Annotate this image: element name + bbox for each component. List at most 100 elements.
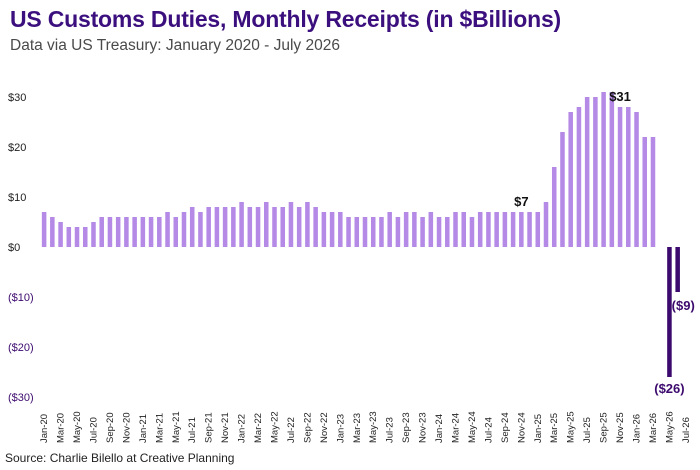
bar-aug-21 — [198, 212, 203, 247]
x-tick-label: Jan-22 — [237, 414, 248, 443]
bar-jan-24 — [436, 217, 442, 247]
x-tick-label: May-23 — [368, 411, 379, 443]
bar-feb-23 — [346, 217, 351, 247]
bar-oct-22 — [313, 207, 318, 247]
y-tick-label: ($30) — [8, 392, 34, 404]
x-tick-label: Mar-26 — [648, 413, 659, 443]
bar-jul-25 — [584, 97, 590, 247]
x-tick-label: Sep-20 — [105, 412, 116, 443]
bar-jul-24 — [486, 212, 491, 247]
x-tick-label: Jul-23 — [385, 417, 396, 443]
x-axis: Jan-20 Mar-20 May-20 Jul-20 Sep-20 Nov-20 Jan-… — [39, 411, 692, 443]
bar-aug-22 — [296, 207, 302, 247]
bar-sep-21 — [206, 207, 211, 247]
bar-apr-25 — [560, 132, 565, 247]
bar-apr-23 — [362, 217, 368, 247]
x-tick-label: Jul-22 — [286, 417, 297, 443]
x-tick-label: Jul-21 — [187, 417, 198, 443]
bar-sep-20 — [107, 217, 113, 247]
x-tick-label: Sep-25 — [599, 412, 610, 443]
bar-jun-23 — [379, 217, 384, 247]
bar-sep-24 — [502, 212, 508, 247]
data-label: ($26) — [654, 381, 684, 396]
bar-aug-23 — [395, 217, 401, 247]
bar-dec-21 — [231, 207, 236, 247]
bar-jan-23 — [338, 212, 343, 247]
y-tick-label: ($10) — [8, 292, 34, 304]
bar-aug-24 — [494, 212, 499, 247]
bar-apr-21 — [165, 212, 170, 247]
x-tick-label: Mar-24 — [451, 413, 462, 443]
bar-nov-25 — [617, 107, 623, 247]
x-tick-label: Nov-22 — [319, 412, 330, 443]
bar-feb-26 — [642, 137, 648, 247]
chart-subtitle: Data via US Treasury: January 2020 - Jul… — [10, 37, 340, 54]
chart-title: US Customs Duties, Monthly Receipts (in … — [10, 6, 562, 32]
bar-feb-24 — [445, 217, 450, 247]
bar-jun-22 — [280, 207, 285, 247]
bar-jan-26 — [634, 112, 639, 247]
bar-jun-25 — [576, 107, 582, 247]
data-label: $7 — [514, 194, 528, 209]
bar-apr-24 — [461, 212, 466, 247]
x-tick-label: Jul-26 — [681, 417, 692, 443]
bars — [41, 92, 680, 377]
bar-mar-26 — [650, 137, 656, 247]
y-axis: $30 $20 $10 $0 ($10) ($20) ($30) — [8, 92, 34, 404]
bar-dec-22 — [329, 212, 335, 247]
bar-may-24 — [469, 217, 475, 247]
bar-aug-20 — [99, 217, 104, 247]
bar-apr-22 — [264, 202, 269, 247]
bar-nov-20 — [124, 217, 129, 247]
bar-jun-21 — [181, 212, 187, 247]
bar-nov-21 — [222, 207, 228, 247]
x-tick-label: Sep-24 — [500, 412, 511, 443]
bar-oct-20 — [115, 217, 121, 247]
x-tick-label: Sep-22 — [302, 412, 313, 443]
data-labels: $7 $31 ($26) ($9) — [514, 89, 695, 396]
bar-apr-20 — [66, 227, 72, 247]
bar-jul-20 — [91, 222, 96, 247]
bar-nov-23 — [420, 217, 425, 247]
bar-mar-21 — [157, 217, 162, 247]
bar-oct-21 — [214, 207, 220, 247]
bar-dec-20 — [132, 217, 137, 247]
bar-may-21 — [173, 217, 179, 247]
y-tick-label: $0 — [8, 242, 20, 254]
x-tick-label: May-20 — [72, 411, 83, 443]
y-tick-label: ($20) — [8, 342, 34, 354]
bar-jan-21 — [140, 217, 146, 247]
bar-jan-20 — [41, 212, 47, 247]
x-tick-label: Mar-23 — [352, 413, 363, 443]
bar-may-23 — [370, 217, 376, 247]
bar-sep-22 — [305, 202, 310, 247]
bar-dec-23 — [428, 212, 434, 247]
x-tick-label: Jan-23 — [335, 414, 346, 443]
bar-feb-25 — [543, 202, 549, 247]
bar-jan-25 — [535, 212, 541, 247]
bar-jun-20 — [82, 227, 88, 247]
x-tick-label: Jan-21 — [138, 414, 149, 443]
x-tick-label: Sep-21 — [204, 412, 215, 443]
x-tick-label: May-21 — [171, 411, 182, 443]
x-tick-label: Jul-20 — [88, 417, 99, 443]
y-tick-label: $30 — [8, 92, 26, 104]
x-tick-label: Jul-24 — [483, 417, 494, 443]
x-tick-label: Jan-26 — [632, 414, 643, 443]
bar-oct-23 — [412, 212, 417, 247]
x-tick-label: May-22 — [269, 411, 280, 443]
bar-jun-24 — [477, 212, 483, 247]
x-tick-label: Jul-25 — [582, 417, 593, 443]
bar-mar-23 — [354, 217, 360, 247]
x-tick-label: Mar-22 — [253, 413, 264, 443]
bar-mar-25 — [551, 167, 557, 247]
bar-jul-22 — [288, 202, 294, 247]
bar-mar-20 — [58, 222, 63, 247]
x-tick-label: Mar-20 — [56, 413, 67, 443]
x-tick-label: Sep-23 — [401, 412, 412, 443]
bar-may-20 — [74, 227, 80, 247]
x-tick-label: Mar-21 — [154, 413, 165, 443]
data-label: $31 — [609, 89, 631, 104]
x-tick-label: May-25 — [566, 411, 577, 443]
